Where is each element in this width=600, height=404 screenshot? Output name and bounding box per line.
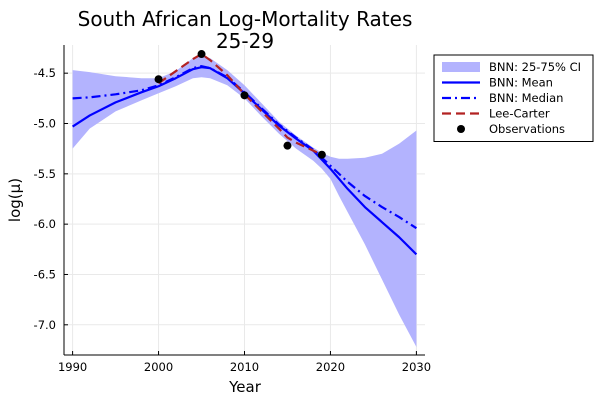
legend-label-0: BNN: 25-75% CI — [489, 60, 581, 74]
observation-point-3 — [283, 141, 292, 150]
x-tick-label-1: 2000 — [144, 360, 173, 374]
observation-point-1 — [197, 50, 206, 59]
y-tick-label-0: -4.5 — [34, 66, 56, 80]
observation-point-4 — [317, 150, 326, 159]
legend-label-1: BNN: Mean — [489, 76, 553, 90]
observation-point-2 — [240, 91, 249, 100]
ci-band-layer — [72, 56, 417, 347]
legend-swatch-ci — [442, 62, 480, 72]
chart-title: South African Log-Mortality Rates — [78, 7, 413, 31]
x-tick-label-4: 2030 — [402, 360, 431, 374]
x-tick-label-2: 2010 — [230, 360, 259, 374]
y-tick-label-3: -6.0 — [34, 217, 56, 231]
y-tick-label-5: -7.0 — [34, 318, 56, 332]
legend-swatch-observations — [457, 125, 465, 133]
y-tick-label-1: -5.0 — [34, 117, 56, 131]
legend-label-2: BNN: Median — [489, 91, 563, 105]
x-axis-label: Year — [228, 378, 262, 396]
x-tick-label-0: 1990 — [58, 360, 87, 374]
ci-band — [72, 56, 417, 347]
y-tick-label-4: -6.5 — [34, 267, 56, 281]
observation-point-0 — [154, 75, 163, 84]
observation-points-layer — [154, 50, 326, 159]
legend-label-4: Observations — [489, 122, 565, 136]
x-axis-ticks: 1990 2000 2010 2020 2030 — [58, 351, 431, 374]
y-axis-ticks: -4.5 -5.0 -5.5 -6.0 -6.5 -7.0 — [34, 66, 68, 332]
x-tick-label-3: 2020 — [316, 360, 345, 374]
y-tick-label-2: -5.5 — [34, 167, 56, 181]
lee-carter-line — [157, 52, 323, 156]
legend-label-3: Lee-Carter — [489, 107, 550, 121]
y-axis-label: log(μ) — [6, 178, 24, 222]
